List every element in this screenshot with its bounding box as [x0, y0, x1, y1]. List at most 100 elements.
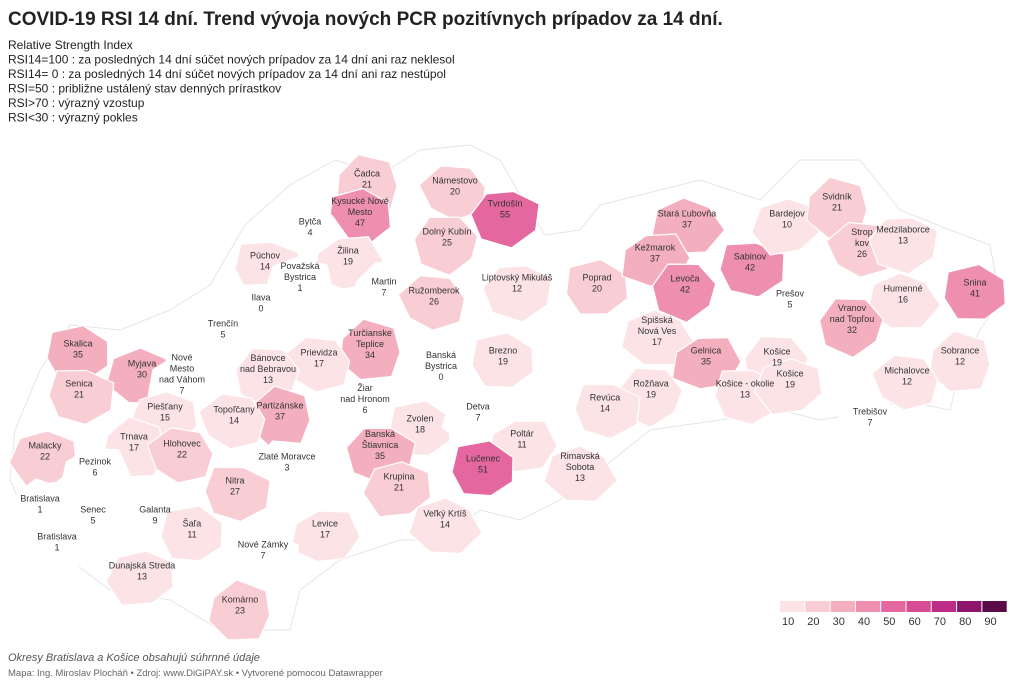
district-value: 19: [498, 357, 508, 367]
district-name: Bystrica: [284, 272, 316, 282]
district-name: Veľký Krtíš: [423, 509, 467, 519]
district-value: 34: [365, 350, 375, 360]
district-value: 22: [40, 452, 50, 462]
district-name: Poltár: [510, 429, 534, 439]
district-value: 32: [847, 325, 857, 335]
legend-tick: 70: [934, 616, 946, 628]
district-value: 47: [355, 218, 365, 228]
district-value: 14: [600, 404, 610, 414]
district-name: Banská: [365, 429, 395, 439]
district-name: Bystrica: [425, 361, 457, 371]
district-name: Ilava: [251, 293, 270, 303]
district-value: 6: [362, 405, 367, 415]
district-name: Žiar: [357, 383, 373, 393]
district-value: 17: [314, 359, 324, 369]
district-name: Sobota: [566, 462, 595, 472]
district-name: Žilina: [337, 246, 359, 256]
district-value: 10: [782, 220, 792, 230]
district-value: 37: [275, 412, 285, 422]
legend-swatch: [982, 601, 1007, 612]
district-value: 12: [902, 377, 912, 387]
district: [620, 309, 696, 366]
district-value: 42: [745, 263, 755, 273]
district-value: 7: [867, 418, 872, 428]
district: [353, 261, 415, 324]
legend-swatch: [881, 601, 906, 612]
district-value: 1: [54, 543, 59, 553]
district-value: 0: [438, 372, 443, 382]
district: [943, 263, 1006, 320]
district-value: 12: [512, 284, 522, 294]
district: [756, 279, 826, 333]
district-name: Bánovce: [250, 353, 285, 363]
district-name: Vranov: [838, 303, 867, 313]
district-value: 35: [375, 451, 385, 461]
district-value: 5: [90, 516, 95, 526]
district-name: Detva: [466, 402, 490, 412]
district-name: Stará Ľubovňa: [658, 209, 717, 219]
district-value: 7: [179, 386, 184, 396]
district-value: 22: [177, 450, 187, 460]
district-name: Michalovce: [884, 366, 929, 376]
district-name: Nitra: [225, 476, 244, 486]
district-name: Nové: [171, 353, 192, 363]
district-value: 35: [701, 357, 711, 367]
district: [413, 216, 479, 277]
district-name: Čadca: [354, 169, 380, 179]
district-value: 35: [73, 350, 83, 360]
legend-tick: 60: [909, 616, 921, 628]
district: [204, 466, 271, 523]
district-name: Ružomberok: [408, 286, 460, 296]
district-name: Banská: [426, 350, 456, 360]
district-name: Púchov: [250, 251, 281, 261]
district-value: 1: [37, 505, 42, 515]
district-value: 20: [592, 284, 602, 294]
district-value: 13: [263, 375, 273, 385]
district-name: Komárno: [222, 595, 259, 605]
district-value: 1: [297, 283, 302, 293]
district: [187, 308, 256, 366]
district-value: 5: [220, 330, 225, 340]
district: [482, 264, 553, 323]
district-name: Galanta: [139, 505, 171, 515]
district-value: 21: [832, 203, 842, 213]
district-value: 18: [415, 425, 425, 435]
district-name: Humenné: [883, 284, 922, 294]
district-name: Prievidza: [300, 348, 337, 358]
district-value: 26: [857, 249, 867, 259]
district: [254, 440, 320, 502]
district-value: 37: [682, 220, 692, 230]
district-value: 14: [260, 262, 270, 272]
district-name: Kežmarok: [635, 243, 676, 253]
district-name: Piešťany: [147, 402, 183, 412]
district-name: Senica: [65, 379, 93, 389]
district-name: Sobrance: [941, 346, 980, 356]
district: [835, 399, 906, 457]
legend-tick: 90: [984, 616, 996, 628]
description-line: RSI=50 : približne ustálený stav denných…: [8, 82, 281, 96]
legend-tick: 20: [807, 616, 819, 628]
district-name: Zlaté Moravce: [258, 452, 315, 462]
district-name: Námestovo: [432, 176, 478, 186]
district-name: Levice: [312, 519, 338, 529]
district: [574, 383, 641, 440]
district-name: Dolný Kubín: [422, 227, 471, 237]
district-name: Košice: [763, 347, 790, 357]
district-name: Myjava: [128, 359, 157, 369]
district-name: Brezno: [489, 346, 518, 356]
district: [105, 550, 174, 607]
district-name: Spišská: [641, 315, 673, 325]
district-name: nad Bebravou: [240, 364, 296, 374]
district-name: Partizánske: [256, 401, 303, 411]
district-name: Teplice: [356, 339, 384, 349]
district-name: Nová Ves: [638, 326, 677, 336]
district-name: Sabinov: [734, 252, 767, 262]
district-name: nad Topľou: [830, 314, 875, 324]
district-value: 19: [343, 257, 353, 267]
district: [868, 217, 939, 275]
district-value: 11: [187, 530, 196, 540]
district-name: Rimavská: [560, 451, 600, 461]
district-name: Zvolen: [406, 414, 433, 424]
district-value: 13: [137, 572, 147, 582]
district-name: Šaľa: [183, 519, 202, 529]
